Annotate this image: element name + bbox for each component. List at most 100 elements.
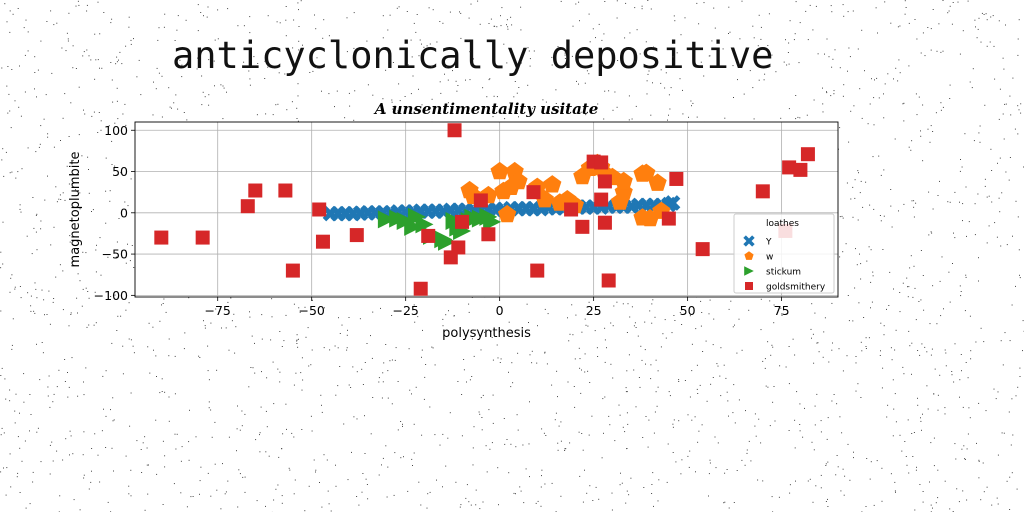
noise-dot	[884, 83, 886, 85]
legend-label: Y	[765, 238, 772, 248]
noise-dot	[439, 21, 441, 22]
noise-dot	[207, 6, 209, 8]
noise-dot	[1011, 472, 1013, 474]
noise-dot	[616, 106, 618, 108]
noise-dot	[2, 221, 4, 223]
noise-dot	[168, 420, 170, 422]
noise-dot	[650, 8, 652, 10]
noise-dot	[942, 50, 944, 52]
noise-dot	[95, 249, 97, 251]
noise-dot	[346, 334, 348, 336]
noise-dot	[115, 256, 117, 258]
noise-dot	[631, 118, 633, 120]
noise-dot	[36, 249, 38, 251]
noise-dot	[578, 83, 579, 85]
noise-dot	[346, 51, 348, 53]
noise-dot	[671, 332, 673, 334]
noise-dot	[703, 2, 705, 4]
noise-dot	[208, 94, 210, 96]
noise-dot	[20, 211, 22, 213]
noise-dot	[115, 63, 117, 65]
noise-dot	[551, 482, 553, 484]
noise-dot	[698, 23, 700, 25]
noise-dot	[930, 442, 932, 444]
noise-dot	[789, 492, 791, 494]
noise-dot	[11, 348, 13, 350]
noise-dot	[236, 450, 237, 452]
noise-dot	[241, 410, 243, 412]
noise-dot	[716, 363, 718, 365]
noise-dot	[984, 178, 986, 180]
noise-dot	[935, 502, 937, 504]
noise-dot	[758, 50, 760, 52]
noise-dot	[881, 500, 883, 502]
noise-dot	[601, 457, 603, 459]
noise-dot	[293, 493, 295, 495]
noise-dot	[635, 105, 637, 107]
noise-dot	[967, 433, 969, 435]
noise-dot	[260, 406, 262, 408]
noise-dot	[307, 327, 309, 329]
noise-dot	[43, 118, 45, 120]
noise-dot	[32, 481, 34, 483]
noise-dot	[56, 450, 58, 452]
noise-dot	[475, 489, 477, 491]
noise-dot	[197, 4, 199, 6]
noise-dot	[999, 88, 1001, 90]
noise-dot	[72, 159, 74, 161]
noise-dot	[837, 466, 839, 468]
noise-dot	[551, 384, 553, 386]
noise-dot	[213, 60, 215, 62]
noise-dot	[309, 72, 311, 73]
noise-dot	[272, 361, 274, 363]
noise-dot	[69, 454, 70, 456]
noise-dot	[929, 141, 931, 143]
noise-dot	[767, 341, 769, 343]
noise-dot	[626, 370, 628, 372]
noise-dot	[764, 358, 766, 360]
noise-dot	[584, 469, 585, 471]
noise-dot	[836, 403, 838, 405]
noise-dot	[527, 84, 529, 86]
noise-dot	[715, 467, 717, 469]
noise-dot	[68, 183, 70, 185]
noise-dot	[915, 202, 917, 204]
noise-dot	[297, 95, 299, 97]
noise-dot	[682, 89, 683, 91]
noise-dot	[152, 326, 154, 328]
noise-dot	[979, 125, 981, 127]
noise-dot	[83, 431, 85, 433]
noise-dot	[564, 54, 566, 56]
noise-dot	[951, 374, 953, 376]
noise-dot	[507, 28, 509, 30]
noise-dot	[637, 335, 639, 337]
noise-dot	[880, 174, 882, 176]
noise-dot	[985, 13, 987, 15]
noise-dot	[6, 21, 8, 23]
noise-dot	[45, 94, 47, 96]
noise-dot	[626, 448, 628, 449]
noise-dot	[214, 39, 216, 41]
noise-dot	[699, 384, 701, 386]
noise-dot	[75, 189, 76, 191]
noise-dot	[174, 40, 176, 41]
noise-dot	[1005, 24, 1006, 26]
noise-dot	[516, 92, 518, 94]
noise-dot	[155, 88, 157, 90]
noise-dot	[336, 90, 338, 92]
noise-dot	[978, 477, 980, 479]
noise-dot	[861, 29, 863, 31]
noise-dot	[720, 347, 722, 349]
noise-dot	[592, 28, 594, 30]
noise-dot	[984, 185, 986, 187]
noise-dot	[947, 201, 949, 203]
noise-dot	[389, 14, 391, 16]
noise-dot	[51, 72, 53, 74]
noise-dot	[560, 495, 562, 497]
noise-dot	[1019, 277, 1021, 279]
noise-dot	[3, 175, 5, 177]
noise-dot	[203, 15, 204, 17]
noise-dot	[81, 305, 83, 307]
noise-dot	[765, 385, 767, 387]
noise-dot	[285, 314, 287, 316]
